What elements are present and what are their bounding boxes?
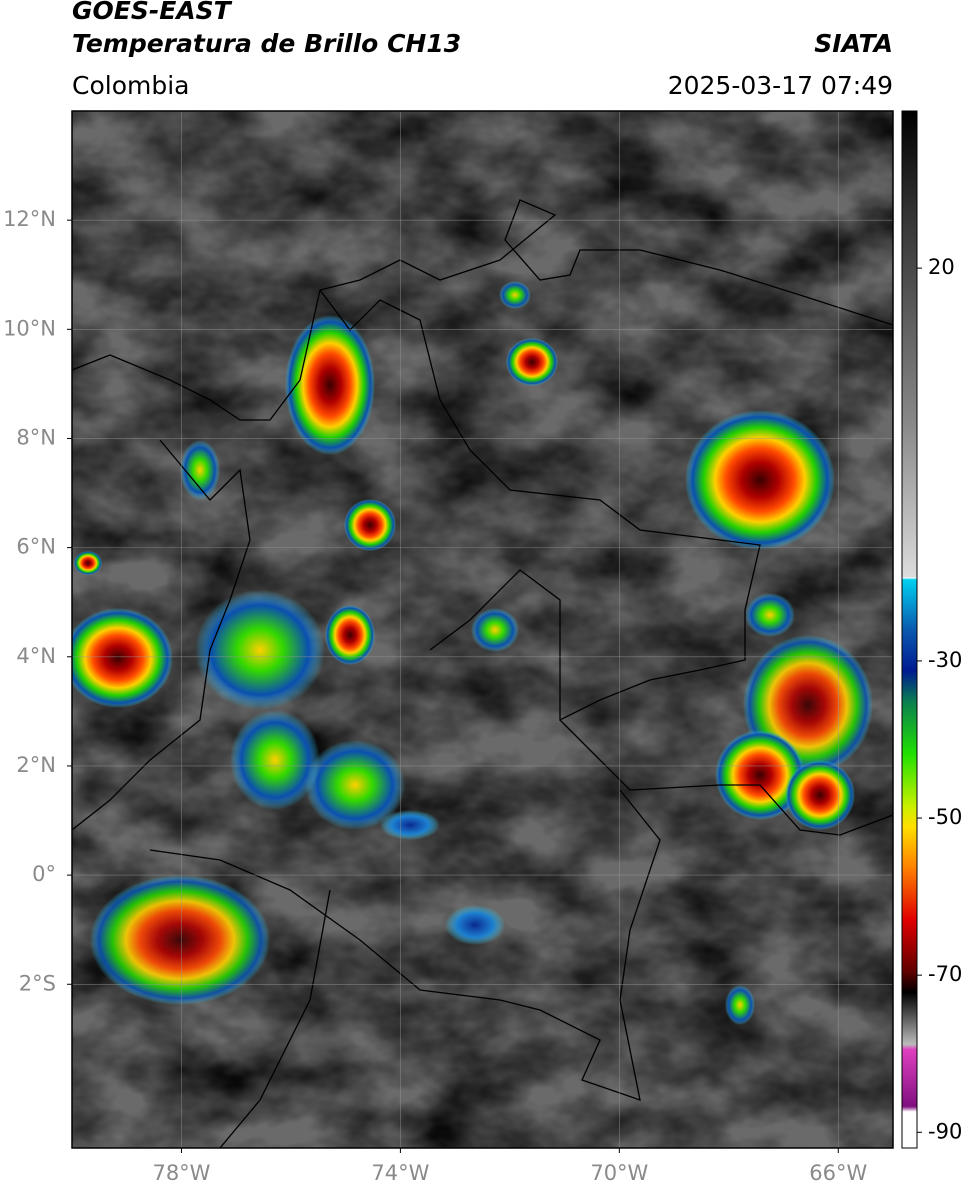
storm [344,499,396,551]
source: SIATA [814,29,893,58]
map-area [72,111,893,1148]
border [219,889,331,1148]
storms [72,281,873,1025]
storm [180,440,220,500]
product: Temperatura de Brillo CH13 [72,29,461,58]
colorbar-tick-label: 20 [928,255,955,279]
storm [72,608,173,708]
y-tick-label: 8°N [16,425,56,449]
x-tick-label: 74°W [371,1161,429,1185]
colorbar-tick-label: -50 [928,805,962,829]
storm [745,593,795,637]
storm [785,760,855,830]
colorbar-tick-label: -70 [928,962,962,986]
satellite: GOES-EAST [72,0,233,25]
coastline [72,199,893,421]
x-tick-label: 70°W [590,1161,648,1185]
graticule [72,111,893,1148]
colorbar-tick-label: -90 [928,1119,962,1143]
storm [325,605,375,665]
y-tick-label: 6°N [16,535,56,559]
colorbar-tick-label: -30 [928,648,962,672]
region: Colombia [72,71,189,100]
y-tick-label: 4°N [16,644,56,668]
y-tick-label: 2°S [19,971,56,995]
border [149,789,661,1101]
y-tick-label: 0° [32,862,56,886]
y-tick-label: 10°N [3,316,56,340]
boundaries [72,199,893,1148]
x-tick-label: 66°W [809,1161,867,1185]
storm [506,338,558,386]
storm [725,985,755,1025]
storm [380,810,440,840]
y-tick-label: 12°N [3,207,56,231]
storm [715,730,805,820]
coastline [72,439,251,831]
map-frame [71,110,894,1149]
storm [499,281,531,309]
storm [74,551,102,575]
border [319,289,761,722]
storm [305,740,405,830]
storm [90,875,270,1005]
storm [685,410,835,550]
storm [471,608,519,652]
storm [230,710,320,810]
datetime: 2025-03-17 07:49 [668,71,893,100]
storm [195,590,325,710]
storm [445,905,505,945]
x-tick-label: 78°W [152,1161,210,1185]
y-tick-label: 2°N [16,753,56,777]
storm [285,315,375,455]
colorbar [901,110,918,1149]
border [559,719,893,836]
